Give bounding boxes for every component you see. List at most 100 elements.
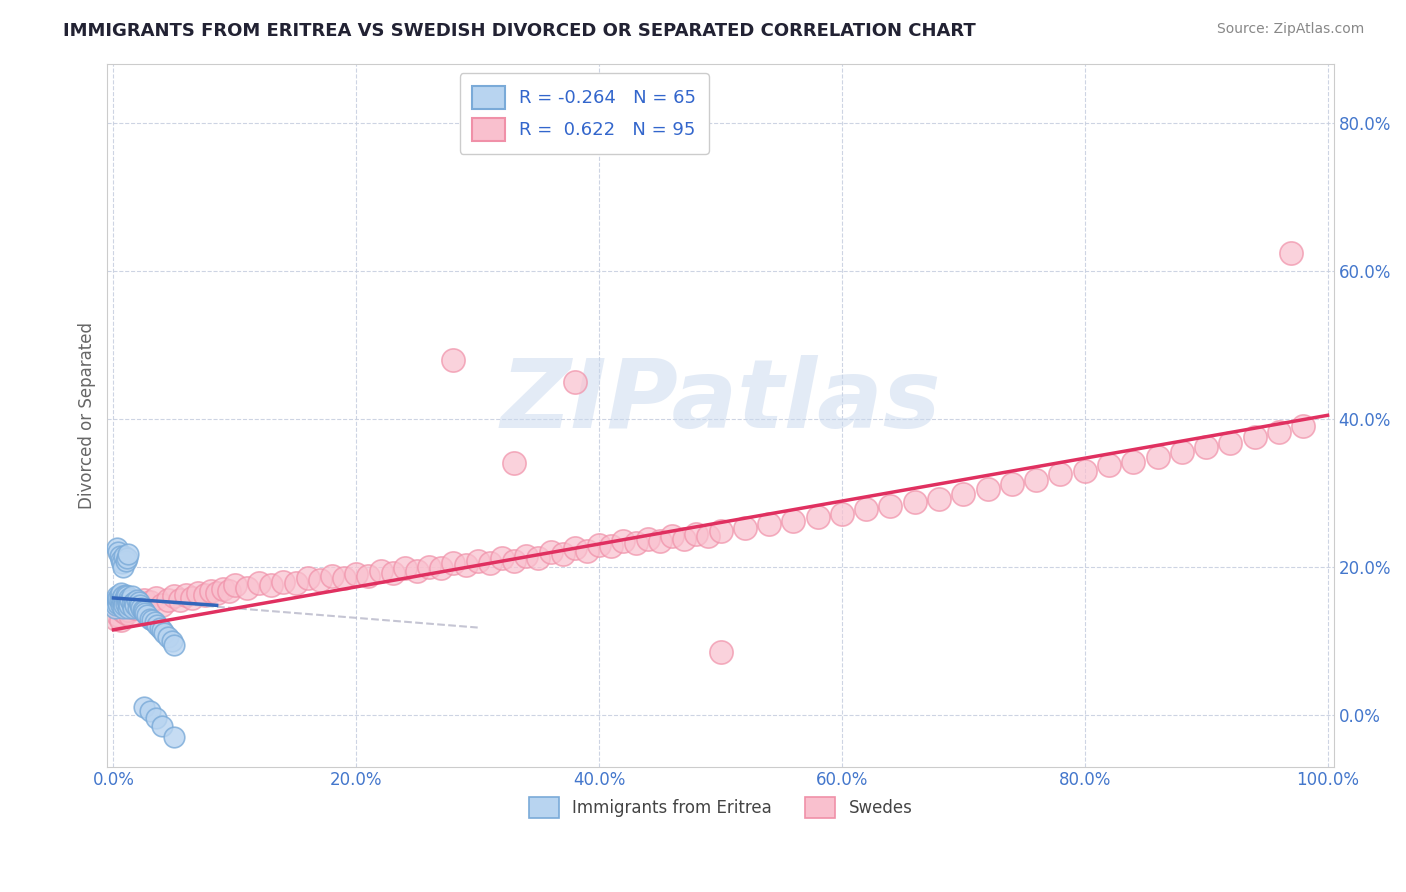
Point xyxy=(118,591,141,605)
Point xyxy=(145,711,167,725)
Point xyxy=(163,638,186,652)
Point xyxy=(709,645,731,659)
Point xyxy=(132,700,155,714)
Point xyxy=(122,600,145,615)
Point xyxy=(503,456,526,470)
Point xyxy=(344,567,367,582)
Y-axis label: Divorced or Separated: Divorced or Separated xyxy=(79,322,96,508)
Point xyxy=(104,595,127,609)
Point xyxy=(107,607,129,622)
Point xyxy=(150,599,173,613)
Point xyxy=(131,603,153,617)
Point xyxy=(169,593,191,607)
Point xyxy=(575,543,598,558)
Point xyxy=(139,595,162,609)
Point xyxy=(139,704,162,718)
Point xyxy=(112,549,135,563)
Point xyxy=(540,545,562,559)
Point xyxy=(122,599,145,613)
Point xyxy=(260,578,283,592)
Point xyxy=(224,578,246,592)
Point xyxy=(139,612,162,626)
Point xyxy=(527,551,550,566)
Point xyxy=(114,588,136,602)
Point xyxy=(117,603,139,617)
Point xyxy=(117,595,139,609)
Point xyxy=(1279,245,1302,260)
Point xyxy=(193,588,215,602)
Point xyxy=(855,502,877,516)
Legend: Immigrants from Eritrea, Swedes: Immigrants from Eritrea, Swedes xyxy=(522,790,920,825)
Point xyxy=(160,633,183,648)
Point xyxy=(157,630,180,644)
Point xyxy=(394,561,416,575)
Point xyxy=(121,597,143,611)
Point xyxy=(430,561,453,575)
Point xyxy=(110,599,132,613)
Point xyxy=(503,554,526,568)
Point xyxy=(637,532,659,546)
Point xyxy=(673,532,696,546)
Point xyxy=(297,571,319,585)
Point xyxy=(107,597,129,611)
Point xyxy=(515,549,537,563)
Point xyxy=(284,576,307,591)
Point xyxy=(131,600,153,615)
Point xyxy=(661,529,683,543)
Point xyxy=(734,521,756,535)
Point xyxy=(108,549,131,563)
Point xyxy=(108,588,131,602)
Point xyxy=(143,615,166,630)
Point xyxy=(357,568,380,582)
Point xyxy=(321,568,343,582)
Point xyxy=(370,564,392,578)
Point xyxy=(441,556,464,570)
Point xyxy=(157,593,180,607)
Point xyxy=(121,590,143,604)
Point xyxy=(132,593,155,607)
Text: ZIPatlas: ZIPatlas xyxy=(501,355,941,448)
Point xyxy=(107,545,129,559)
Point xyxy=(150,623,173,637)
Point xyxy=(114,597,136,611)
Point xyxy=(111,556,134,570)
Point xyxy=(163,590,186,604)
Text: IMMIGRANTS FROM ERITREA VS SWEDISH DIVORCED OR SEPARATED CORRELATION CHART: IMMIGRANTS FROM ERITREA VS SWEDISH DIVOR… xyxy=(63,22,976,40)
Point xyxy=(564,375,586,389)
Point xyxy=(112,590,135,604)
Point xyxy=(146,617,169,632)
Point xyxy=(418,560,440,574)
Point xyxy=(115,551,138,566)
Point xyxy=(551,547,574,561)
Point xyxy=(600,539,623,553)
Point xyxy=(120,593,142,607)
Point xyxy=(1025,473,1047,487)
Point xyxy=(118,599,141,613)
Point xyxy=(273,574,295,589)
Point xyxy=(247,576,270,591)
Point xyxy=(1146,450,1168,465)
Point xyxy=(952,487,974,501)
Point xyxy=(1098,458,1121,472)
Text: Source: ZipAtlas.com: Source: ZipAtlas.com xyxy=(1216,22,1364,37)
Point xyxy=(1219,435,1241,450)
Point xyxy=(904,495,927,509)
Point xyxy=(127,597,149,611)
Point xyxy=(115,590,138,604)
Point xyxy=(134,606,156,620)
Point xyxy=(187,586,209,600)
Point xyxy=(976,482,998,496)
Point xyxy=(111,595,134,609)
Point xyxy=(831,507,853,521)
Point xyxy=(104,612,127,626)
Point xyxy=(333,571,356,585)
Point xyxy=(141,613,163,627)
Point xyxy=(1074,464,1097,478)
Point xyxy=(108,593,131,607)
Point xyxy=(612,534,634,549)
Point xyxy=(308,573,330,587)
Point xyxy=(218,583,240,598)
Point xyxy=(112,593,135,607)
Point xyxy=(491,551,513,566)
Point xyxy=(1049,467,1071,482)
